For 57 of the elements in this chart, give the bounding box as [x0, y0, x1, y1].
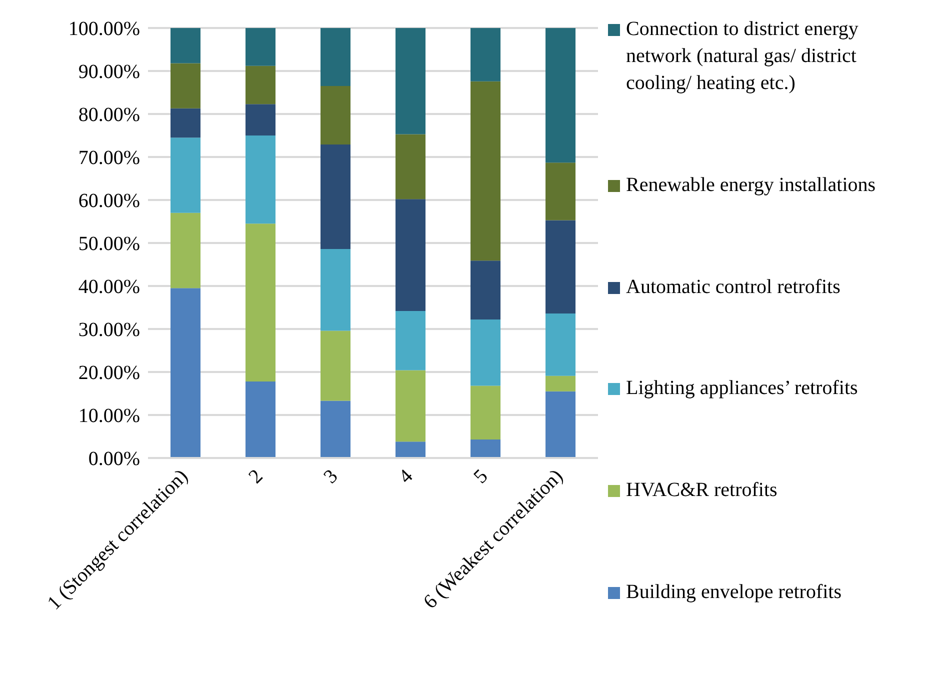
bar [246, 381, 276, 458]
bar [396, 370, 426, 442]
y-tick-label: 80.00% [78, 104, 140, 126]
bar [320, 28, 350, 86]
y-tick-label: 90.00% [78, 61, 140, 84]
bar [546, 220, 576, 314]
y-tick-label: 100.00% [68, 18, 140, 40]
legend-label: Renewable energy installations [626, 172, 876, 198]
legend-label: Building envelope retrofits [626, 580, 842, 605]
bar [470, 320, 500, 386]
bar [470, 81, 500, 261]
y-tick-label: 60.00% [78, 190, 140, 212]
bar [246, 66, 276, 104]
bar [170, 108, 200, 138]
legend-label: Lighting appliances’ retrofits [626, 376, 858, 402]
bar [546, 314, 576, 376]
legend-label: HVAC&R retrofits [626, 478, 778, 504]
bar [246, 28, 276, 66]
y-tick-label: 20.00% [78, 362, 140, 384]
y-tick-label: 30.00% [78, 319, 140, 342]
y-tick-label: 50.00% [78, 233, 140, 256]
bar [546, 162, 576, 220]
legend-label: Connection to district energy network (natural gas/ district cooling/ heating etc.) [626, 17, 860, 96]
bar [170, 212, 200, 288]
legend-label: Automatic control retrofits [626, 274, 840, 300]
bar [246, 136, 276, 224]
x-tick-label: 2 [244, 465, 268, 488]
bar [170, 63, 200, 108]
bar [170, 28, 200, 64]
bar [546, 391, 576, 458]
bar [470, 260, 500, 320]
bar [396, 310, 426, 370]
bar [320, 144, 350, 250]
x-tick-label: 5 [470, 465, 492, 488]
bar [396, 442, 426, 458]
bar [546, 28, 576, 163]
x-tick-label: 3 [320, 465, 342, 488]
bar [246, 224, 276, 382]
x-tick-label: 4 [394, 465, 418, 488]
bar [320, 330, 350, 401]
y-tick-label: 0.00% [88, 448, 140, 470]
bar [396, 199, 426, 311]
y-tick-label: 40.00% [78, 276, 140, 298]
bar [320, 249, 350, 331]
bar [170, 138, 200, 213]
bar [546, 376, 576, 392]
bar [470, 386, 500, 440]
bar [246, 104, 276, 136]
bar [170, 288, 200, 458]
bar [396, 28, 426, 134]
y-tick-label: 10.00% [78, 405, 140, 428]
bar [470, 28, 500, 82]
bar [396, 134, 426, 200]
bar [320, 400, 350, 458]
bar [320, 86, 350, 145]
y-tick-label: 70.00% [78, 147, 140, 170]
bar [470, 440, 500, 458]
